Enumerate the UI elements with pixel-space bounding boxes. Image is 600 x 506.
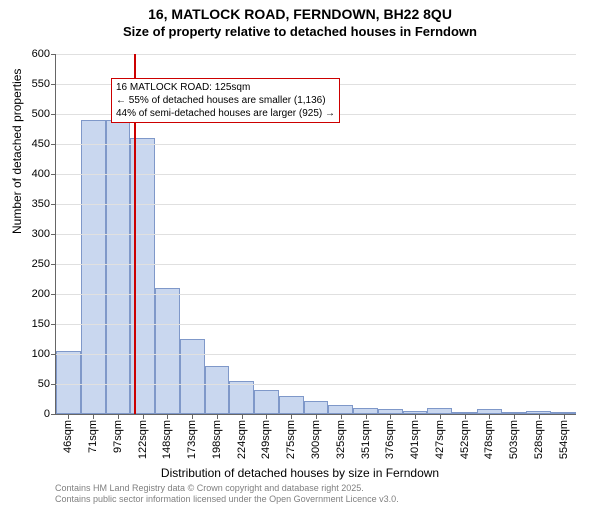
annotation-line1: 16 MATLOCK ROAD: 125sqm [116, 81, 335, 94]
ytick-mark [51, 54, 56, 55]
annotation-callout: 16 MATLOCK ROAD: 125sqm ← 55% of detache… [111, 78, 340, 123]
xtick-label: 503sqm [508, 420, 520, 459]
ytick-mark [51, 264, 56, 265]
ytick-label: 200 [32, 288, 50, 300]
histogram-bar [254, 390, 279, 414]
xtick-label: 249sqm [260, 420, 272, 459]
xtick-label: 351sqm [360, 420, 372, 459]
ytick-mark [51, 174, 56, 175]
xtick-label: 554sqm [558, 420, 570, 459]
histogram-bar [229, 381, 254, 414]
xtick-mark [93, 414, 94, 419]
xtick-mark [68, 414, 69, 419]
xtick-mark [217, 414, 218, 419]
ytick-label: 300 [32, 228, 50, 240]
xtick-mark [539, 414, 540, 419]
xtick-label: 452sqm [459, 420, 471, 459]
xtick-label: 401sqm [409, 420, 421, 459]
xtick-mark [143, 414, 144, 419]
xtick-mark [341, 414, 342, 419]
xtick-mark [415, 414, 416, 419]
xtick-label: 71sqm [87, 420, 99, 453]
ytick-mark [51, 204, 56, 205]
ytick-mark [51, 414, 56, 415]
xtick-label: 325sqm [335, 420, 347, 459]
x-axis-label: Distribution of detached houses by size … [0, 466, 600, 480]
xtick-label: 376sqm [384, 420, 396, 459]
ytick-label: 250 [32, 258, 50, 270]
xtick-mark [564, 414, 565, 419]
histogram-bar [304, 401, 329, 414]
xtick-label: 300sqm [310, 420, 322, 459]
footer-line1: Contains HM Land Registry data © Crown c… [55, 483, 399, 494]
ytick-mark [51, 384, 56, 385]
xtick-label: 198sqm [211, 420, 223, 459]
xtick-mark [266, 414, 267, 419]
xtick-label: 224sqm [236, 420, 248, 459]
histogram-bar [279, 396, 304, 414]
ytick-label: 400 [32, 168, 50, 180]
xtick-label: 427sqm [434, 420, 446, 459]
xtick-mark [316, 414, 317, 419]
xtick-mark [465, 414, 466, 419]
histogram-bar [81, 120, 106, 414]
annotation-line2: ← 55% of detached houses are smaller (1,… [116, 94, 335, 107]
chart-title-main: 16, MATLOCK ROAD, FERNDOWN, BH22 8QU [0, 6, 600, 22]
ytick-mark [51, 294, 56, 295]
xtick-label: 528sqm [533, 420, 545, 459]
xtick-mark [192, 414, 193, 419]
xtick-mark [514, 414, 515, 419]
xtick-label: 97sqm [112, 420, 124, 453]
ytick-mark [51, 84, 56, 85]
xtick-mark [366, 414, 367, 419]
xtick-label: 478sqm [483, 420, 495, 459]
xtick-label: 148sqm [161, 420, 173, 459]
ytick-label: 450 [32, 138, 50, 150]
xtick-label: 122sqm [137, 420, 149, 459]
chart-plot-area: 050100150200250300350400450500550600 46s… [55, 54, 576, 415]
ytick-mark [51, 234, 56, 235]
histogram-bar [155, 288, 180, 414]
histogram-bar [56, 351, 81, 414]
ytick-mark [51, 354, 56, 355]
ytick-mark [51, 114, 56, 115]
xtick-label: 173sqm [186, 420, 198, 459]
ytick-label: 350 [32, 198, 50, 210]
y-axis-label: Number of detached properties [10, 69, 24, 234]
xtick-mark [242, 414, 243, 419]
xtick-mark [390, 414, 391, 419]
xtick-mark [440, 414, 441, 419]
ytick-label: 0 [44, 408, 50, 420]
histogram-bar [106, 120, 131, 414]
histogram-bar [328, 405, 353, 414]
ytick-label: 100 [32, 348, 50, 360]
xtick-mark [118, 414, 119, 419]
xtick-label: 275sqm [285, 420, 297, 459]
ytick-mark [51, 324, 56, 325]
ytick-label: 500 [32, 108, 50, 120]
chart-title-sub: Size of property relative to detached ho… [0, 24, 600, 39]
histogram-bar [205, 366, 230, 414]
xtick-mark [167, 414, 168, 419]
ytick-label: 150 [32, 318, 50, 330]
ytick-mark [51, 144, 56, 145]
footer-attribution: Contains HM Land Registry data © Crown c… [55, 483, 399, 505]
histogram-bar [180, 339, 205, 414]
xtick-mark [489, 414, 490, 419]
xtick-mark [291, 414, 292, 419]
xtick-label: 46sqm [62, 420, 74, 453]
ytick-label: 50 [38, 378, 50, 390]
annotation-line3: 44% of semi-detached houses are larger (… [116, 107, 335, 120]
ytick-label: 550 [32, 78, 50, 90]
ytick-label: 600 [32, 48, 50, 60]
